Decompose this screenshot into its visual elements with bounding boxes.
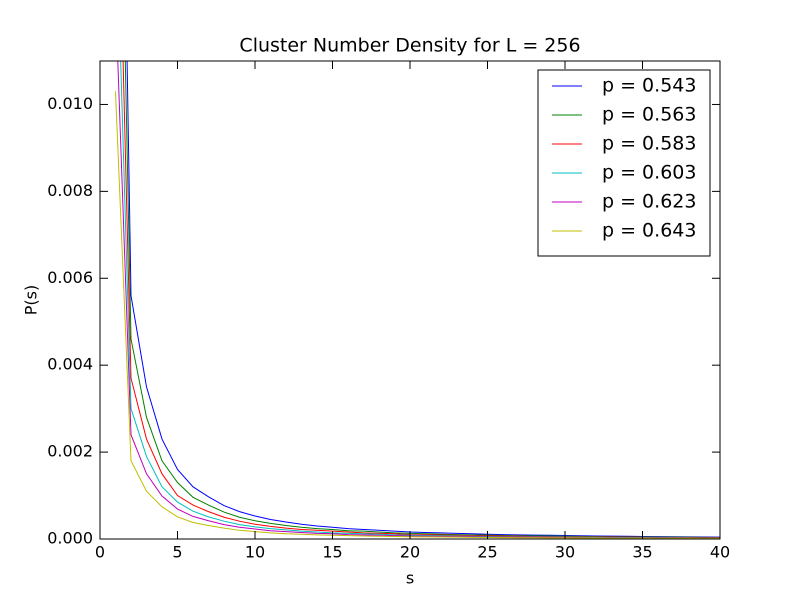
y-axis-label: P(s)	[22, 285, 41, 315]
series-line	[126, 61, 720, 538]
legend-label: p = 0.603	[602, 162, 696, 184]
y-tick-label: 0.008	[47, 181, 93, 200]
x-tick-label: 35	[632, 543, 652, 562]
x-tick-label: 20	[400, 543, 420, 562]
y-tick-label: 0.006	[47, 268, 93, 287]
x-tick-label: 25	[477, 543, 497, 562]
legend-label: p = 0.543	[602, 75, 696, 97]
x-tick-label: 15	[322, 543, 342, 562]
x-tick-label: 0	[95, 543, 105, 562]
series-line	[115, 91, 720, 539]
y-tick-label: 0.010	[47, 94, 93, 113]
x-tick-label: 40	[710, 543, 730, 562]
x-axis-label: s	[406, 569, 414, 588]
legend-box	[537, 69, 711, 257]
legend-label: p = 0.643	[602, 220, 696, 242]
legend-label: p = 0.623	[602, 191, 696, 213]
legend-label: p = 0.563	[602, 104, 696, 126]
x-tick-label: 10	[245, 543, 265, 562]
legend-label: p = 0.583	[602, 133, 696, 155]
chart-title: Cluster Number Density for L = 256	[239, 35, 580, 57]
y-tick-label: 0.000	[47, 529, 93, 548]
x-tick-label: 30	[555, 543, 575, 562]
plot-lines	[115, 61, 720, 539]
x-tick-label: 5	[172, 543, 182, 562]
y-tick-label: 0.002	[47, 442, 93, 461]
y-tick-label: 0.004	[47, 355, 93, 374]
